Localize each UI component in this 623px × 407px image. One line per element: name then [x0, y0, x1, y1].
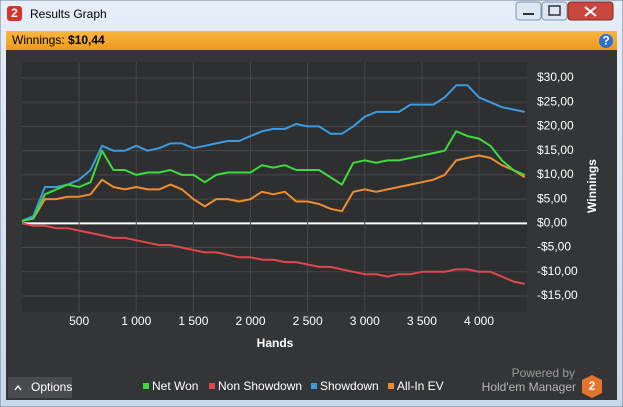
y-tick-label: $10,00	[537, 167, 574, 181]
legend-swatch	[311, 383, 317, 389]
y-tick-label: $0,00	[537, 216, 567, 230]
summary-bar	[6, 31, 617, 50]
legend-label: All-In EV	[397, 379, 444, 393]
series-line	[21, 154, 526, 222]
legend-swatch	[388, 383, 394, 389]
y-tick-label: -$5,00	[537, 240, 571, 254]
y-tick-label: $5,00	[537, 191, 567, 205]
window-title: Results Graph	[30, 7, 107, 21]
x-tick-label: 3 500	[407, 314, 437, 328]
brand-name: Hold'em Manager	[482, 380, 576, 394]
x-tick-label: 2 000	[235, 314, 265, 328]
series-line	[21, 84, 525, 222]
options-button[interactable]	[8, 377, 72, 398]
y-axis-label: Winnings	[585, 159, 599, 213]
options-icon	[14, 384, 22, 391]
powered-by: Powered by	[512, 366, 575, 380]
legend-swatch	[209, 383, 215, 389]
app-icon-text: 2	[11, 6, 18, 20]
brand-logo-text: 2	[589, 379, 596, 393]
help-text: ?	[602, 34, 609, 48]
summary-label: Winnings: $10,44	[12, 33, 105, 47]
options-text: Options	[31, 380, 72, 394]
y-tick-label: $25,00	[537, 94, 574, 108]
y-tick-label: $30,00	[537, 70, 574, 84]
plot-area	[22, 62, 527, 312]
summary-value: $10,44	[68, 33, 105, 47]
x-tick-label: 1 500	[178, 314, 208, 328]
y-tick-label: $15,00	[537, 143, 574, 157]
y-tick-label: -$15,00	[537, 288, 578, 302]
series-line	[21, 222, 525, 285]
brand-logo	[582, 375, 602, 398]
minimize-button[interactable]	[515, 1, 542, 21]
help-button[interactable]	[599, 34, 613, 48]
x-axis-label: Hands	[257, 336, 294, 350]
y-tick-label: -$10,00	[537, 264, 578, 278]
x-tick-label: 2 500	[293, 314, 323, 328]
legend-label: Net Won	[152, 379, 198, 393]
legend-label: Non Showdown	[218, 379, 302, 393]
app-icon	[7, 6, 22, 21]
summary-label-text: Winnings:	[12, 33, 65, 47]
legend-swatch	[143, 383, 149, 389]
series-line	[21, 130, 526, 222]
legend-label: Showdown	[320, 379, 379, 393]
x-tick-label: 500	[69, 314, 89, 328]
plot-layer	[21, 62, 527, 312]
maximize-button[interactable]	[541, 1, 568, 21]
close-icon	[584, 6, 597, 17]
x-tick-label: 3 000	[350, 314, 380, 328]
x-tick-label: 4 000	[464, 314, 494, 328]
y-tick-label: $20,00	[537, 119, 574, 133]
x-tick-label: 1 000	[121, 314, 151, 328]
maximize-icon	[548, 5, 561, 16]
